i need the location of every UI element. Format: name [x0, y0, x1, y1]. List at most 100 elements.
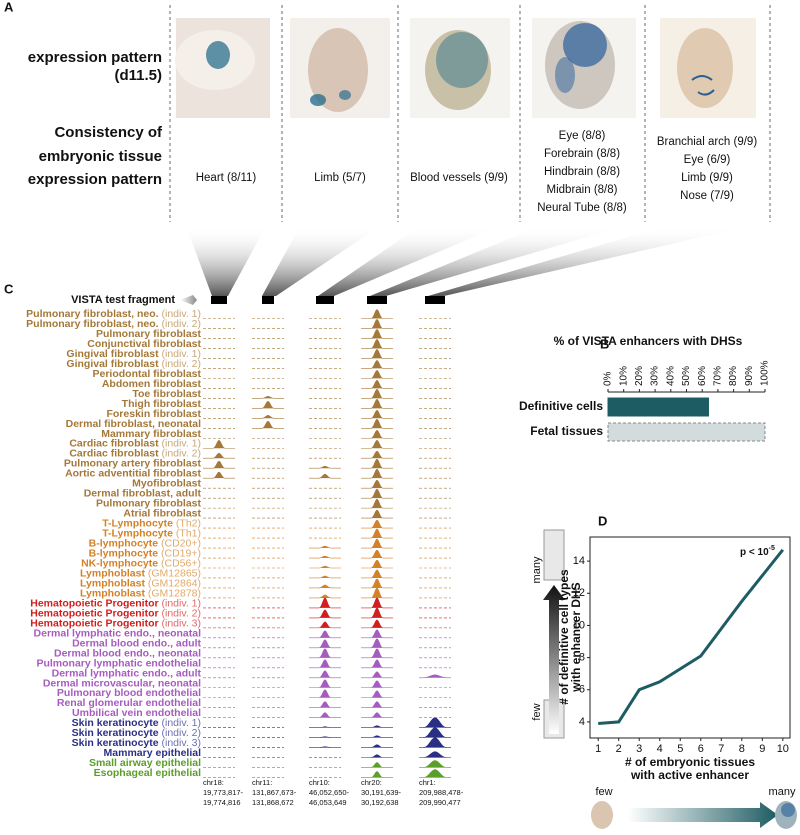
cell-type-note: (indiv. 2): [162, 448, 201, 460]
cell-type-note: (GM12878): [148, 587, 201, 599]
cell-type-label: Hematopoietic Progenitor (indiv. 3): [30, 617, 201, 629]
dhs-peak: [361, 488, 393, 499]
dhs-peak: [361, 771, 393, 778]
x-tick-label: 100%: [760, 360, 771, 386]
cell-type-note: (Th1): [176, 527, 201, 539]
cell-type-note: (indiv. 3): [162, 737, 201, 749]
dhs-peak: [252, 396, 284, 399]
row-label: expression pattern: [28, 49, 162, 66]
dhs-peak: [361, 360, 393, 369]
locus-label: chr18:: [203, 778, 224, 787]
dhs-peak: [361, 479, 393, 489]
cell-type-label: Conjunctival fibroblast: [87, 338, 201, 350]
dhs-peak: [361, 409, 393, 419]
x-tick-label: 2: [616, 743, 622, 755]
cell-type-note: (indiv. 1): [162, 438, 201, 450]
dhs-peak: [309, 545, 341, 549]
cell-type-name: Hematopoietic Progenitor: [30, 607, 158, 619]
cell-type-label: Mammary epithelial: [104, 747, 202, 759]
locus-label: chr11:: [252, 778, 272, 787]
x-axis-title: # of embryonic tissues: [625, 755, 755, 769]
cell-type-label: Lymphoblast (GM12865): [80, 567, 201, 579]
panel-label: A: [4, 0, 14, 14]
cell-type-label: Skin keratinocyte (indiv. 1): [72, 717, 201, 729]
cell-type-name: Pulmonary lymphatic endothelial: [36, 657, 201, 669]
cell-type-name: B-lymphocyte: [89, 547, 159, 559]
x-tick-label: 30%: [650, 366, 661, 386]
dhs-peak: [309, 575, 341, 579]
annotation-exponent: -5: [769, 545, 775, 552]
cell-type-name: Dermal fibroblast, neonatal: [66, 418, 201, 430]
cell-type-name: B-lymphocyte: [89, 537, 159, 549]
funnels: [186, 226, 750, 296]
cell-type-label: Hematopoietic Progenitor (indiv. 2): [30, 607, 201, 619]
x-tick-label: 50%: [681, 366, 692, 386]
dhs-peak: [309, 736, 341, 738]
dhs-peak: [361, 659, 393, 669]
cell-type-note: (indiv. 3): [162, 617, 201, 629]
dhs-peak: [361, 549, 393, 559]
dhs-peak: [361, 329, 393, 339]
cell-type-label: B-lymphocyte (CD20+): [89, 537, 201, 549]
cell-type-name: Conjunctival fibroblast: [87, 338, 201, 350]
cell-type-note: (CD56+): [161, 557, 201, 569]
cell-type-name: Hematopoietic Progenitor: [30, 597, 158, 609]
dhs-peak: [361, 648, 393, 659]
dhs-peak: [309, 597, 341, 609]
cell-type-name: Pulmonary fibroblast: [96, 328, 202, 340]
dhs-peak: [361, 389, 393, 399]
dhs-peak: [309, 621, 341, 629]
y-tick-label: 12: [573, 587, 585, 599]
x-tick-label: 0%: [603, 371, 614, 386]
cell-type-name: Skin keratinocyte: [72, 717, 159, 729]
dhs-peak: [361, 629, 393, 639]
dhs-peak: [361, 439, 393, 449]
cell-type-note: (indiv. 2): [162, 358, 201, 370]
x-axis-title: with active enhancer: [630, 768, 749, 782]
cell-type-label: Umbilical vein endothelial: [72, 707, 201, 719]
dhs-peak: [252, 414, 284, 419]
embryo-images: [175, 18, 756, 118]
fragment-label: VISTA test fragment: [71, 294, 175, 306]
plot-frame: [589, 536, 791, 739]
cell-type-label: Gingival fibroblast (indiv. 2): [66, 358, 201, 370]
cell-type-name: T-Lymphocyte: [102, 527, 173, 539]
locus-label: 209,990,477: [419, 798, 461, 807]
dhs-peak: [361, 370, 393, 379]
dhs-peak: [419, 674, 451, 679]
dhs-peak: [309, 726, 341, 728]
cell-type-name: Pulmonary blood endothelial: [57, 687, 201, 699]
cell-type-name: Lymphoblast: [80, 577, 145, 589]
dhs-peak: [361, 429, 393, 439]
cell-type-note: (indiv. 1): [162, 308, 201, 320]
cell-type-label: Cardiac fibroblast (indiv. 1): [69, 438, 201, 450]
tissue-label: Midbrain (8/8): [547, 184, 618, 196]
cell-type-label: T-Lymphocyte (Th1): [102, 527, 201, 539]
locus-label: chr10:: [309, 778, 330, 787]
scale-label: many: [769, 786, 796, 798]
cell-type-name: Dermal fibroblast, adult: [84, 487, 202, 499]
cell-type-name: T-Lymphocyte: [102, 517, 173, 529]
data-line: [598, 548, 784, 726]
cell-type-label: Pulmonary fibroblast: [96, 328, 202, 340]
cell-type-label: Pulmonary lymphatic endothelial: [36, 657, 201, 669]
tissue-label: Hindbrain (8/8): [544, 166, 620, 178]
cell-type-note: (indiv. 2): [162, 318, 201, 330]
cell-type-name: Mammary fibroblast: [101, 428, 201, 440]
cell-type-name: Pulmonary fibroblast: [96, 497, 202, 509]
cell-type-label: Pulmonary fibroblast, neo. (indiv. 2): [26, 318, 201, 330]
locus-label: chr1:: [419, 778, 436, 787]
cell-type-name: Dermal blood endo., neonatal: [54, 647, 201, 659]
dhs-peak: [361, 619, 393, 629]
locus-label: 46,053,649: [309, 798, 347, 807]
dhs-peak: [361, 450, 393, 459]
tissue-label: Blood vessels (9/9): [410, 172, 508, 184]
cell-type-name: Pulmonary artery fibroblast: [64, 457, 202, 469]
bar: [607, 422, 766, 442]
dhs-peak: [361, 519, 393, 529]
dhs-peak: [361, 762, 393, 768]
x-tick-label: 7: [718, 743, 724, 755]
dhs-peak: [309, 639, 341, 649]
dhs-peak: [361, 498, 393, 509]
cell-type-name: Foreskin fibroblast: [106, 408, 201, 420]
